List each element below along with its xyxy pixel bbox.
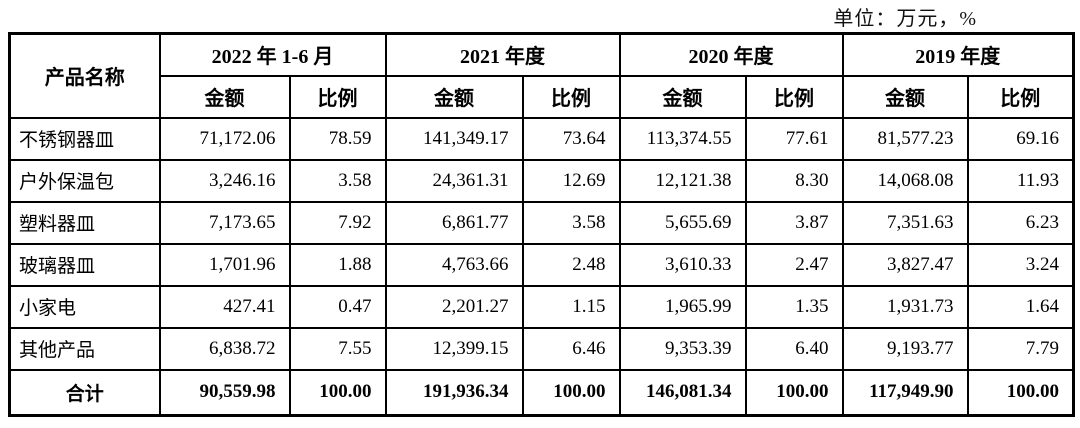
ratio-cell: 73.64 <box>521 116 621 161</box>
amount-cell: 7,173.65 <box>158 200 291 245</box>
ratio-cell: 2.47 <box>744 242 844 287</box>
amount-cell: 7,351.63 <box>841 200 969 245</box>
amount-cell: 5,655.69 <box>618 200 747 245</box>
ratio-cell: 100.00 <box>521 368 621 417</box>
amount-cell: 146,081.34 <box>618 368 747 417</box>
ratio-header: 比例 <box>966 74 1075 119</box>
ratio-cell: 12.69 <box>521 158 621 203</box>
amount-header: 金额 <box>618 74 747 119</box>
ratio-header: 比例 <box>521 74 621 119</box>
amount-cell: 427.41 <box>158 284 291 329</box>
amount-cell: 24,361.31 <box>384 158 524 203</box>
amount-cell: 81,577.23 <box>841 116 969 161</box>
ratio-cell: 7.55 <box>288 326 387 371</box>
ratio-cell: 3.58 <box>521 200 621 245</box>
amount-cell: 6,838.72 <box>158 326 291 371</box>
amount-cell: 113,374.55 <box>618 116 747 161</box>
ratio-cell: 1.88 <box>288 242 387 287</box>
total-row: 合计 90,559.98 100.00 191,936.34 100.00 14… <box>8 368 1075 417</box>
ratio-cell: 6.40 <box>744 326 844 371</box>
total-label-cell: 合计 <box>8 368 161 417</box>
ratio-cell: 3.24 <box>966 242 1075 287</box>
amount-cell: 6,861.77 <box>384 200 524 245</box>
revenue-by-product-table: 产品名称 2022 年 1-6 月 2021 年度 2020 年度 2019 年… <box>8 32 1076 417</box>
amount-cell: 12,121.38 <box>618 158 747 203</box>
amount-cell: 117,949.90 <box>841 368 969 417</box>
ratio-cell: 7.92 <box>288 200 387 245</box>
ratio-cell: 3.87 <box>744 200 844 245</box>
ratio-cell: 77.61 <box>744 116 844 161</box>
product-name-header: 产品名称 <box>8 32 161 119</box>
amount-cell: 14,068.08 <box>841 158 969 203</box>
table-row: 玻璃器皿 1,701.96 1.88 4,763.66 2.48 3,610.3… <box>8 242 1075 287</box>
amount-header: 金额 <box>158 74 291 119</box>
ratio-cell: 0.47 <box>288 284 387 329</box>
amount-cell: 9,353.39 <box>618 326 747 371</box>
amount-cell: 3,610.33 <box>618 242 747 287</box>
amount-cell: 1,701.96 <box>158 242 291 287</box>
amount-cell: 1,965.99 <box>618 284 747 329</box>
product-name-cell: 不锈钢器皿 <box>8 116 161 161</box>
ratio-cell: 69.16 <box>966 116 1075 161</box>
amount-cell: 71,172.06 <box>158 116 291 161</box>
ratio-cell: 1.35 <box>744 284 844 329</box>
table-row: 其他产品 6,838.72 7.55 12,399.15 6.46 9,353.… <box>8 326 1075 371</box>
table-row: 不锈钢器皿 71,172.06 78.59 141,349.17 73.64 1… <box>8 116 1075 161</box>
table-row: 户外保温包 3,246.16 3.58 24,361.31 12.69 12,1… <box>8 158 1075 203</box>
product-name-cell: 小家电 <box>8 284 161 329</box>
product-name-cell: 其他产品 <box>8 326 161 371</box>
product-name-cell: 玻璃器皿 <box>8 242 161 287</box>
product-name-cell: 塑料器皿 <box>8 200 161 245</box>
amount-cell: 90,559.98 <box>158 368 291 417</box>
ratio-cell: 1.15 <box>521 284 621 329</box>
ratio-cell: 2.48 <box>521 242 621 287</box>
product-name-cell: 户外保温包 <box>8 158 161 203</box>
amount-header: 金额 <box>841 74 969 119</box>
header-row-measures: 金额 比例 金额 比例 金额 比例 金额 比例 <box>10 74 1075 119</box>
ratio-cell: 11.93 <box>966 158 1075 203</box>
amount-cell: 2,201.27 <box>384 284 524 329</box>
table-row: 塑料器皿 7,173.65 7.92 6,861.77 3.58 5,655.6… <box>8 200 1075 245</box>
ratio-cell: 78.59 <box>288 116 387 161</box>
ratio-header: 比例 <box>288 74 387 119</box>
amount-cell: 3,827.47 <box>841 242 969 287</box>
amount-cell: 12,399.15 <box>384 326 524 371</box>
period-header-2019: 2019 年度 <box>841 32 1075 77</box>
period-header-2021: 2021 年度 <box>384 32 621 77</box>
header-row-periods: 产品名称 2022 年 1-6 月 2021 年度 2020 年度 2019 年… <box>8 32 1075 119</box>
ratio-cell: 100.00 <box>288 368 387 417</box>
amount-header: 金额 <box>384 74 524 119</box>
amount-cell: 191,936.34 <box>384 368 524 417</box>
table-row: 小家电 427.41 0.47 2,201.27 1.15 1,965.99 1… <box>8 284 1075 329</box>
amount-cell: 1,931.73 <box>841 284 969 329</box>
ratio-cell: 3.58 <box>288 158 387 203</box>
ratio-cell: 6.23 <box>966 200 1075 245</box>
ratio-cell: 1.64 <box>966 284 1075 329</box>
ratio-cell: 7.79 <box>966 326 1075 371</box>
ratio-cell: 6.46 <box>521 326 621 371</box>
amount-cell: 9,193.77 <box>841 326 969 371</box>
period-header-2022: 2022 年 1-6 月 <box>158 32 387 77</box>
ratio-cell: 8.30 <box>744 158 844 203</box>
amount-cell: 3,246.16 <box>158 158 291 203</box>
ratio-header: 比例 <box>744 74 844 119</box>
ratio-cell: 100.00 <box>744 368 844 417</box>
unit-label: 单位：万元，% <box>833 8 977 30</box>
amount-cell: 141,349.17 <box>384 116 524 161</box>
ratio-cell: 100.00 <box>966 368 1075 417</box>
period-header-2020: 2020 年度 <box>618 32 844 77</box>
amount-cell: 4,763.66 <box>384 242 524 287</box>
